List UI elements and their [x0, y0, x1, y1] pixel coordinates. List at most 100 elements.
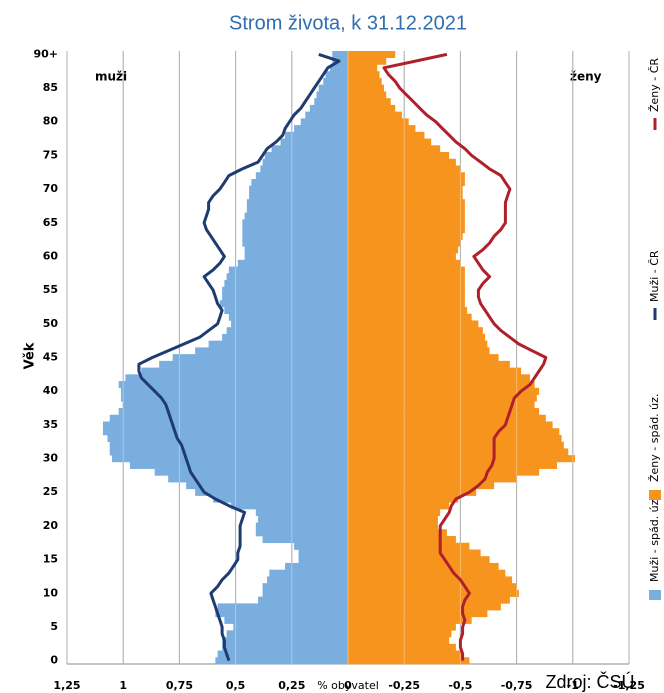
- bar: [348, 138, 432, 146]
- y-tick-label: 35: [43, 418, 58, 431]
- bar: [348, 77, 382, 85]
- bar: [228, 266, 348, 274]
- x-tick-label: -1,25: [613, 679, 645, 692]
- bar: [269, 569, 348, 577]
- bar: [348, 84, 384, 92]
- bar: [109, 441, 348, 449]
- legend-label: Muži - ČR: [648, 250, 661, 302]
- bar: [348, 192, 463, 200]
- y-tick-label: 45: [43, 351, 58, 364]
- bar: [348, 401, 535, 409]
- bar: [246, 199, 348, 207]
- bar: [262, 536, 348, 544]
- bar: [348, 616, 472, 624]
- bar: [294, 542, 348, 550]
- bar: [348, 158, 456, 166]
- annotation: muži: [95, 70, 127, 84]
- bar: [348, 152, 450, 160]
- bar: [318, 84, 348, 92]
- bar: [219, 300, 348, 308]
- bar: [102, 421, 348, 429]
- bar: [224, 280, 348, 288]
- bar: [226, 630, 348, 638]
- bar: [348, 495, 459, 503]
- bar: [348, 441, 564, 449]
- bar: [348, 610, 488, 618]
- bar: [348, 131, 425, 139]
- bar: [233, 623, 348, 631]
- bar: [348, 172, 465, 180]
- bar: [258, 515, 348, 523]
- bar: [348, 118, 409, 126]
- bar: [348, 643, 456, 651]
- bar: [348, 111, 402, 119]
- bar: [262, 589, 348, 597]
- bar: [298, 549, 348, 557]
- bar: [348, 408, 540, 416]
- bar: [348, 576, 513, 584]
- y-tick-label: 30: [43, 452, 59, 465]
- y-tick-label: 90+: [33, 47, 58, 60]
- bar: [285, 131, 348, 139]
- bar: [249, 185, 348, 193]
- x-tick-label: 0: [344, 679, 352, 692]
- bar: [348, 367, 522, 375]
- bar: [107, 434, 349, 443]
- bar: [208, 340, 348, 348]
- bar: [323, 77, 348, 85]
- bar: [348, 482, 495, 490]
- legend-swatch: [649, 590, 661, 600]
- bar: [348, 306, 468, 315]
- line: [382, 52, 548, 661]
- bar: [195, 488, 348, 496]
- bar: [348, 212, 465, 220]
- bar: [222, 333, 348, 341]
- y-tick-label: 60: [43, 249, 59, 262]
- bar: [316, 91, 348, 99]
- bar: [222, 643, 348, 651]
- bar: [242, 239, 348, 247]
- bar: [348, 515, 438, 523]
- bar: [348, 630, 452, 638]
- bar: [348, 57, 387, 65]
- x-tick-label: 0,25: [278, 679, 305, 692]
- bar: [109, 448, 348, 456]
- source: Zdroj: ČSÚ: [545, 671, 634, 692]
- line: [137, 52, 341, 662]
- bar: [348, 381, 535, 389]
- bar: [244, 212, 348, 220]
- bar: [120, 387, 349, 395]
- bar: [348, 226, 465, 234]
- bar: [348, 232, 463, 240]
- bar: [242, 232, 348, 240]
- legend-entry: Muži - spád. úz.: [648, 496, 661, 600]
- bar: [222, 293, 348, 301]
- legend-label: Muži - spád. úz.: [648, 496, 661, 582]
- bar: [348, 542, 470, 550]
- bar: [168, 475, 348, 483]
- bar: [242, 219, 348, 227]
- y-tick-label: 65: [43, 216, 58, 229]
- bar: [348, 468, 540, 476]
- bar: [348, 502, 450, 510]
- x-tick-label: -1: [567, 679, 579, 692]
- x-tick-label: -0,25: [388, 679, 420, 692]
- bar: [348, 387, 540, 395]
- bar: [348, 556, 490, 564]
- bar: [348, 657, 470, 665]
- bar: [348, 340, 488, 348]
- bar: [255, 522, 348, 530]
- x-tick-label: 0,5: [226, 679, 246, 692]
- bar: [348, 266, 465, 274]
- bar: [217, 650, 348, 658]
- bar: [111, 455, 349, 463]
- bar: [348, 51, 396, 59]
- bar: [217, 603, 348, 611]
- bar: [348, 448, 569, 456]
- x-tick-label: 0,75: [166, 679, 193, 692]
- bar: [348, 374, 531, 382]
- bar: [242, 226, 348, 234]
- bar: [226, 273, 348, 281]
- bar: [348, 219, 465, 227]
